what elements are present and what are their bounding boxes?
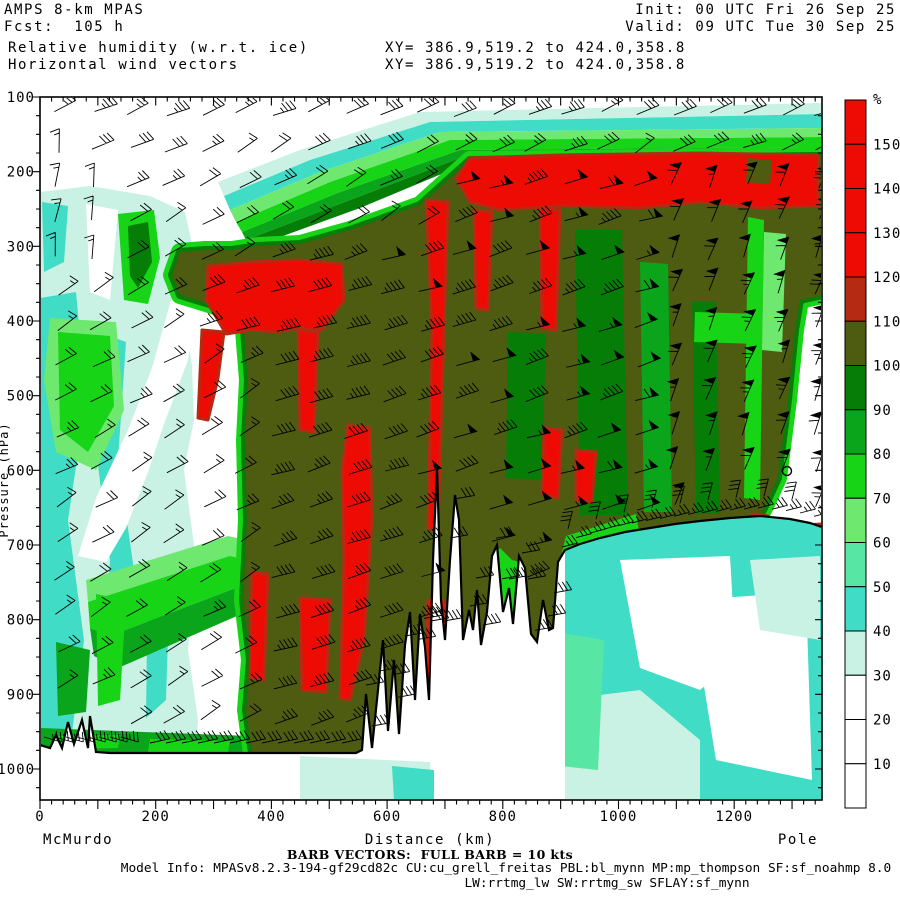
colorbar-segment xyxy=(844,453,867,499)
field-name-2: Horizontal wind vectors xyxy=(8,57,239,73)
y-tick-label: 400 xyxy=(7,314,35,330)
xy-range-2: XY= 386.9,519.2 to 424.0,358.8 xyxy=(385,57,686,73)
colorbar-tick-label: 130 xyxy=(873,226,900,242)
colorbar-segment xyxy=(844,188,867,234)
x-tick-label: 600 xyxy=(373,809,401,825)
colorbar-segment xyxy=(844,542,867,588)
x-axis-right-endpoint: Pole xyxy=(777,832,818,848)
x-tick-label: 200 xyxy=(142,809,170,825)
y-tick-label: 500 xyxy=(7,389,35,405)
x-axis-title: Distance (km) xyxy=(364,832,496,848)
axis-ticks xyxy=(32,96,822,809)
colorbar-tick-label: 90 xyxy=(873,403,892,419)
colorbar-tick-label: 80 xyxy=(873,447,892,463)
y-tick-label: 100 xyxy=(7,90,35,106)
colorbar-segment xyxy=(844,674,867,720)
colorbar-tick-label: 110 xyxy=(873,314,900,330)
plot-border xyxy=(39,96,823,801)
colorbar-segment xyxy=(844,719,867,765)
field-name-1: Relative humidity (w.r.t. ice) xyxy=(8,40,309,56)
y-tick-label: 900 xyxy=(7,687,35,703)
model-info-line1: Model Info: MPASv8.2.3-194-gf29cd82c CU:… xyxy=(120,861,892,876)
colorbar-tick-label: 10 xyxy=(873,757,892,773)
colorbar-tick-label: 140 xyxy=(873,182,900,198)
y-tick-label: 1000 xyxy=(0,762,35,778)
x-tick-label: 1000 xyxy=(600,809,638,825)
y-axis-title: Pressure (hPa) xyxy=(0,422,11,537)
colorbar-segment xyxy=(844,365,867,411)
y-tick-label: 800 xyxy=(7,613,35,629)
y-tick-label: 300 xyxy=(7,239,35,255)
colorbar-tick-label: 30 xyxy=(873,668,892,684)
colorbar: % 150 140 130 120 110 100 90 80 70 60 50 40 30 20 10 xyxy=(844,92,900,809)
x-axis-left-endpoint: McMurdo xyxy=(43,832,114,848)
axes: 0 200 400 600 800 1000 1200 100 200 300 400 500 600 7… xyxy=(0,90,823,825)
forecast-hour: Fcst: 105 h xyxy=(4,19,125,35)
colorbar-tick-label: 150 xyxy=(873,137,900,153)
xy-range-1: XY= 386.9,519.2 to 424.0,358.8 xyxy=(385,40,686,56)
model-info-line2: LW:rrtmg_lw SW:rrtmg_sw SFLAY:sf_mynn xyxy=(464,876,750,891)
humidity-field xyxy=(41,98,821,799)
colorbar-segment xyxy=(844,497,867,543)
x-tick-label: 400 xyxy=(257,809,285,825)
y-tick-label: 700 xyxy=(7,538,35,554)
barb-legend: BARB VECTORS: FULL BARB = 10 kts xyxy=(286,847,574,862)
valid-time: Valid: 09 UTC Tue 30 Sep 25 xyxy=(625,19,896,35)
colorbar-tick-label: 20 xyxy=(873,713,892,729)
colorbar-tick-label: 40 xyxy=(873,624,892,640)
colorbar-tick-label: 120 xyxy=(873,270,900,286)
colorbar-segment xyxy=(844,99,867,145)
colorbar-segment xyxy=(844,143,867,189)
x-tick-label: 800 xyxy=(489,809,517,825)
x-tick-label: 0 xyxy=(35,809,44,825)
y-tick-label: 200 xyxy=(7,165,35,181)
colorbar-tick-label: 70 xyxy=(873,491,892,507)
calm-wind-circle xyxy=(781,465,793,477)
colorbar-segment xyxy=(844,763,867,809)
colorbar-tick-label: 60 xyxy=(873,536,892,552)
init-time: Init: 00 UTC Fri 26 Sep 25 xyxy=(635,2,896,18)
colorbar-segment xyxy=(844,276,867,322)
colorbar-segment xyxy=(844,409,867,455)
colorbar-tick-label: 100 xyxy=(873,359,900,375)
terrain-line xyxy=(41,467,821,755)
wind-barbs xyxy=(43,98,821,744)
colorbar-tick-label: 50 xyxy=(873,580,892,596)
x-tick-label: 1200 xyxy=(715,809,753,825)
colorbar-segment xyxy=(844,232,867,278)
colorbar-unit-label: % xyxy=(873,92,882,108)
colorbar-segment xyxy=(844,630,867,676)
colorbar-segment xyxy=(844,320,867,366)
colorbar-segment xyxy=(844,586,867,632)
y-tick-label: 600 xyxy=(7,463,35,479)
product-title: AMPS 8-km MPAS xyxy=(4,2,145,18)
